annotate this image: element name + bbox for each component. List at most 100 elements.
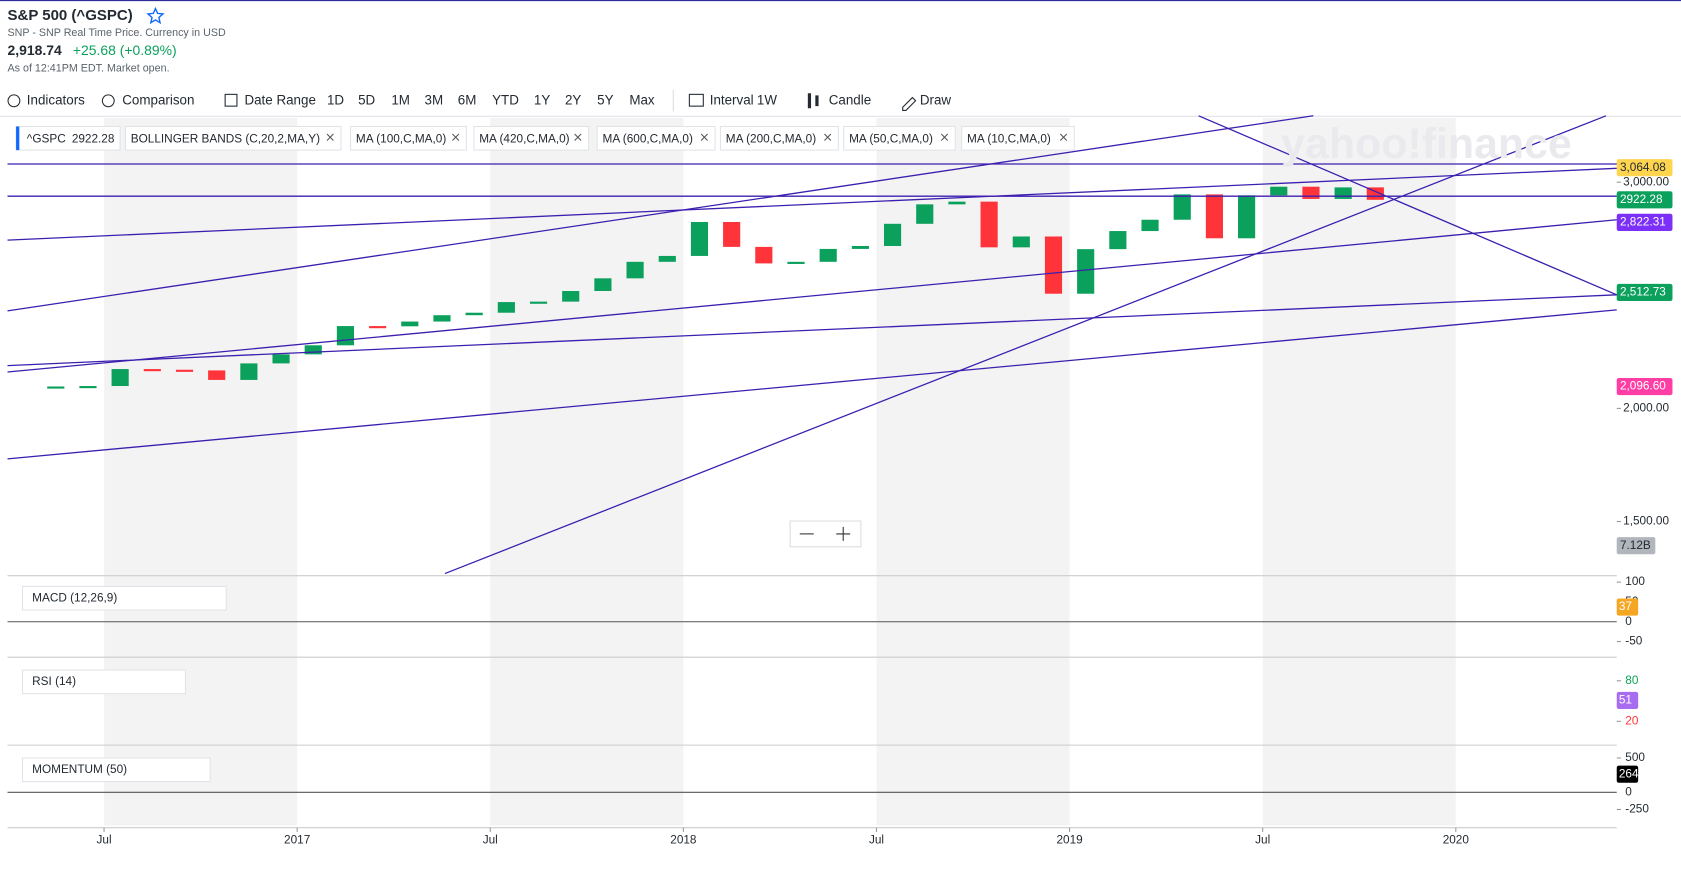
chip-close[interactable] [452,133,460,141]
indicator-label-box[interactable] [21,585,227,611]
period-shade [490,117,684,826]
chip-label: MA (420,C,MA,0) [479,132,569,145]
candle-body [1141,219,1159,232]
candle-body [272,354,290,364]
price-tag [1616,159,1673,177]
candle-body [626,261,644,279]
indicator-label-box[interactable] [21,669,187,695]
indicator-tag [1616,691,1639,709]
y-tick-label: 0 [1625,615,1632,628]
toolbar-item[interactable]: Interval [710,92,754,107]
candle-body [497,302,515,313]
chip-close[interactable] [700,133,708,141]
toolbar-item[interactable]: 5D [358,92,375,107]
candle-body [465,312,483,316]
toolbar-item[interactable]: 1M [391,92,410,107]
indicator-chip[interactable] [961,125,1075,151]
candle-body [240,363,258,380]
candle-body [1238,195,1256,239]
chip-label: MA (200,C,MA,0) [726,132,816,145]
toolbar-item[interactable]: Date Range [244,92,315,107]
toolbar-item[interactable]: 1D [327,92,344,107]
title: S&P 500 (^GSPC) [8,7,133,24]
chip-close[interactable] [574,133,582,141]
toolbar-item[interactable]: Draw [920,92,952,107]
y-tick-label: 2,000.00 [1623,402,1669,415]
chip-close[interactable] [940,133,949,141]
indicator-tag [1616,765,1639,783]
watchlist-star[interactable] [146,6,165,25]
indicator-chip[interactable] [473,125,590,151]
indicator-label: MOMENTUM (50) [32,763,127,776]
candle-body [1044,236,1063,294]
date-icon [224,93,238,107]
y-tick-label: -250 [1625,803,1649,816]
chip-label: 2922.28 [72,132,115,145]
indicator-chip[interactable] [596,125,716,151]
toolbar-item[interactable]: 1W [757,92,777,107]
toolbar-item[interactable]: 1Y [534,92,550,107]
indicator-tag-label: 37 [1619,600,1632,613]
x-tick-label: Jul [869,834,884,847]
candle-body [690,222,709,256]
toolbar-item[interactable]: Comparison [122,92,194,107]
y-tick-label: 500 [1625,751,1645,764]
x-tick-label: 2017 [284,834,310,847]
x-tick-label: Jul [97,834,112,847]
candle-body [851,245,869,249]
toolbar-item[interactable]: Max [629,92,655,107]
candle-body [1270,186,1288,196]
candle-body [1205,194,1223,239]
candle-body [143,369,161,372]
candle-body [529,301,548,304]
candle-body [755,246,773,264]
chip-label: ^GSPC [27,132,66,145]
y-tick-label: -50 [1625,635,1642,648]
candle-body [111,369,129,387]
indicator-chip[interactable] [719,125,839,151]
chip-accent [16,126,20,151]
x-tick-label: Jul [1255,834,1270,847]
chip-label: MA (100,C,MA,0) [356,132,446,145]
price-tag [1616,191,1673,209]
comparison-icon [101,94,115,108]
price-change: +25.68 (+0.89%) [73,42,177,58]
toolbar-item[interactable]: 5Y [597,92,613,107]
candle-body [723,222,741,247]
price-tag-label: 2,096.60 [1620,380,1666,393]
toolbar-item[interactable]: 3M [425,92,444,107]
plot: 3,000.00 2,000.00 1,500.00 3,064.08 2922.28 2… [7,117,1673,847]
toolbar-item[interactable]: 2Y [565,92,581,107]
x-tick-label: Jul [483,834,498,847]
candle-body [819,248,837,262]
y-tick-label: 100 [1625,575,1645,588]
chip-close[interactable] [1059,133,1068,141]
candle-body [948,201,966,205]
price-tag [1616,283,1673,301]
toolbar-item[interactable]: YTD [492,92,519,107]
zoom-in[interactable] [836,526,851,541]
period-shade [876,117,1070,826]
indicator-chip[interactable] [843,125,956,151]
candle-body [1109,231,1127,250]
toolbar-item[interactable]: Indicators [27,92,85,107]
price-tag-label: 2922.28 [1620,193,1663,206]
candle-body [658,255,676,262]
indicator-label-box[interactable] [21,757,211,783]
candle-body [1077,249,1095,294]
toolbar-item[interactable]: 6M [458,92,477,107]
indicator-chip[interactable] [124,125,342,151]
zoom-controls [789,520,862,548]
toolbar-item[interactable]: Candle [829,92,871,107]
x-tick-label: 2020 [1443,834,1470,847]
indicator-chip[interactable] [350,125,467,151]
candle-body [369,326,387,329]
chip-close[interactable] [326,133,334,141]
candle-body [304,345,322,355]
x-tick-label: 2019 [1056,834,1082,847]
chip-close[interactable] [824,133,832,141]
as-of: As of 12:41PM EDT. Market open. [8,62,170,74]
candle-body [1012,236,1030,248]
candle-body [916,204,934,224]
